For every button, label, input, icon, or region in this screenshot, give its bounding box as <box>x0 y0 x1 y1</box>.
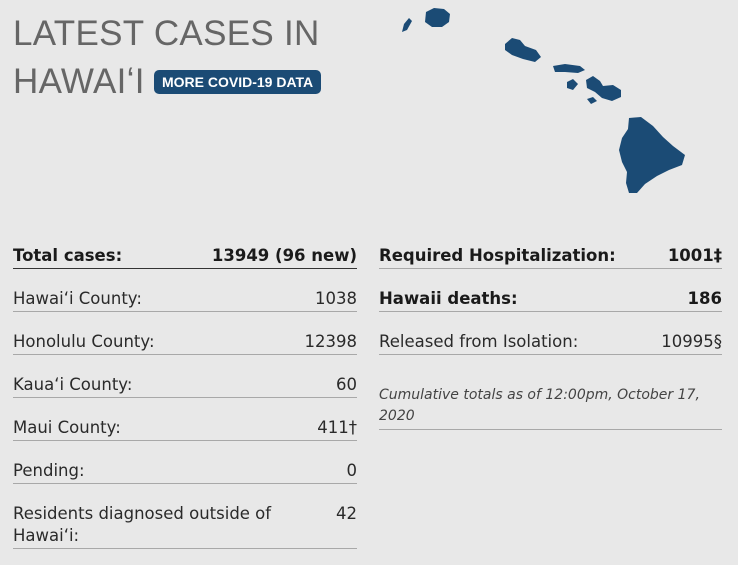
page-title-line-1: LATEST CASES IN <box>13 14 320 53</box>
stat-row-hawaii-county: Hawaiʻi County: 1038 <box>13 285 357 312</box>
stat-value: 411† <box>317 418 357 437</box>
molokai-island-icon <box>553 64 585 73</box>
stat-value: 12398 <box>304 332 358 351</box>
stat-value: 60 <box>336 375 357 394</box>
case-stats-left: Total cases: 13949 (96 new) Hawaiʻi Coun… <box>13 242 357 565</box>
stat-label: Pending: <box>13 461 85 480</box>
case-stats-right: Required Hospitalization: 1001‡ Hawaii d… <box>379 242 722 430</box>
stat-label: Honolulu County: <box>13 332 155 351</box>
stat-label: Kauaʻi County: <box>13 375 133 394</box>
stat-row-deaths: Hawaii deaths: 186 <box>379 285 722 312</box>
stat-row-hospitalization: Required Hospitalization: 1001‡ <box>379 242 722 269</box>
stat-row-residents-outside: Residents diagnosed outside of Hawaiʻi: … <box>13 500 357 549</box>
stat-label: Maui County: <box>13 418 121 437</box>
stat-value: 1001‡ <box>667 246 722 265</box>
page-title: LATEST CASES IN HAWAIʻI <box>13 10 320 106</box>
niihau-island-icon <box>402 18 412 32</box>
lanai-island-icon <box>567 79 578 90</box>
more-covid-data-button[interactable]: MORE COVID-19 DATA <box>154 70 322 94</box>
stat-value: 1038 <box>315 289 357 308</box>
stat-value: 10995§ <box>661 332 722 351</box>
oahu-island-icon <box>505 38 541 62</box>
cumulative-totals-note: Cumulative totals as of 12:00pm, October… <box>379 385 722 430</box>
stat-label: Hawaii deaths: <box>379 289 518 308</box>
kahoolawe-island-icon <box>587 97 597 104</box>
stat-row-honolulu-county: Honolulu County: 12398 <box>13 328 357 355</box>
stat-row-pending: Pending: 0 <box>13 457 357 484</box>
page-title-line-2: HAWAIʻI <box>13 62 145 101</box>
stat-label: Residents diagnosed outside of Hawaiʻi: <box>13 504 272 545</box>
stat-label: Required Hospitalization: <box>379 246 616 265</box>
stat-row-total-cases: Total cases: 13949 (96 new) <box>13 242 357 269</box>
stat-value: 42 <box>336 504 357 523</box>
hawaii-islands-map-icon <box>402 8 685 193</box>
stat-value: 13949 (96 new) <box>211 246 357 265</box>
stat-row-kauai-county: Kauaʻi County: 60 <box>13 371 357 398</box>
stat-label: Released from Isolation: <box>379 332 579 351</box>
stat-value: 0 <box>346 461 358 480</box>
stat-value: 186 <box>687 289 722 308</box>
kauai-island-icon <box>425 8 450 27</box>
big-island-icon <box>619 117 685 193</box>
maui-island-icon <box>586 76 621 101</box>
stat-label: Total cases: <box>13 246 123 265</box>
stat-label: Hawaiʻi County: <box>13 289 142 308</box>
stat-row-maui-county: Maui County: 411† <box>13 414 357 441</box>
stat-row-released: Released from Isolation: 10995§ <box>379 328 722 355</box>
